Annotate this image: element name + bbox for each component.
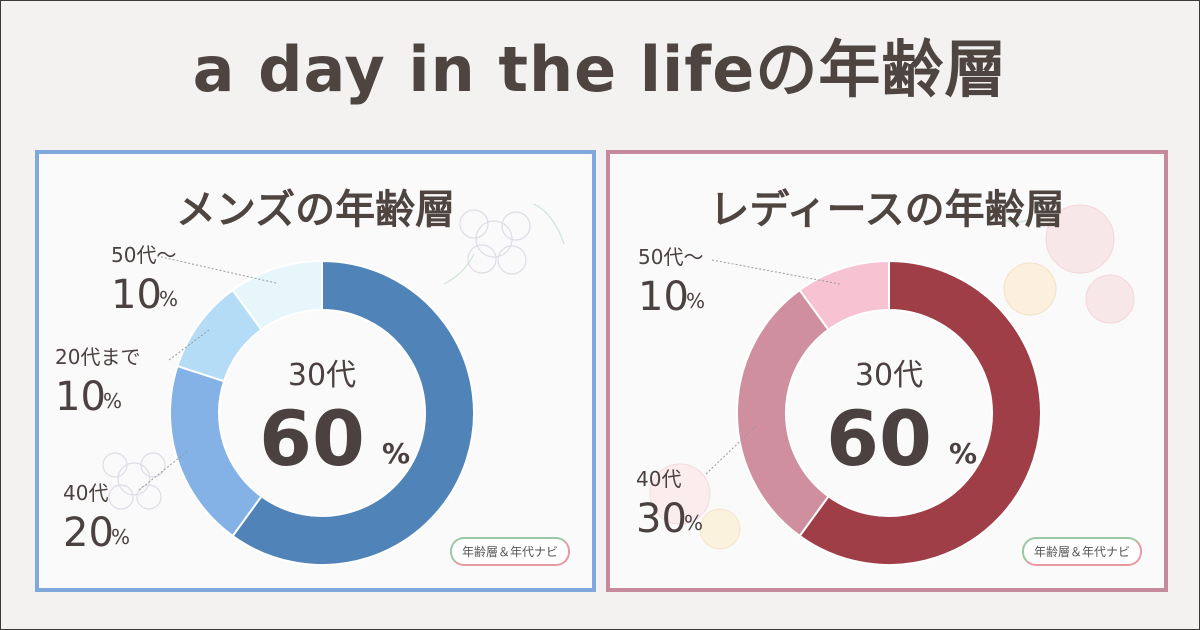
slice-percent-sign: % <box>111 525 130 549</box>
flower-decoration-icon <box>102 452 166 510</box>
slice-category-label: 20代まで <box>55 345 140 369</box>
site-credit-badge: 年齢層＆年代ナビ <box>1021 537 1142 566</box>
slice-percent-sign: % <box>686 289 705 313</box>
center-percent-sign: % <box>382 437 410 470</box>
center-category-label: 30代 <box>855 358 923 393</box>
slice-category-label: 50代～ <box>638 245 703 269</box>
center-category-label: 30代 <box>288 358 356 393</box>
slice-value-label: 20 <box>63 510 114 556</box>
leader-line <box>156 255 277 284</box>
donut-slice-1 <box>169 364 263 538</box>
page-title: a day in the lifeの年齢層 <box>192 33 1008 106</box>
slice-percent-sign: % <box>684 511 703 535</box>
donut-slice-0 <box>231 259 475 566</box>
leader-line <box>711 259 841 285</box>
rose-decoration-icon <box>649 463 741 550</box>
slice-percent-sign: % <box>103 389 122 413</box>
center-value-label: 60 <box>259 394 365 483</box>
slice-value-label: 10 <box>638 274 689 320</box>
donut-slice-2 <box>798 259 890 332</box>
leader-line <box>705 425 757 475</box>
slice-percent-sign: % <box>159 287 178 311</box>
center-percent-sign: % <box>949 437 977 470</box>
flower-decoration-icon <box>443 203 565 285</box>
mens-chart-title: メンズの年齢層 <box>175 187 456 233</box>
slice-category-label: 40代 <box>63 481 108 505</box>
center-value-label: 60 <box>826 394 932 483</box>
rose-decoration-icon <box>989 204 1135 324</box>
leader-line <box>138 449 190 491</box>
donut-slice-0 <box>798 259 1042 566</box>
site-credit-badge: 年齢層＆年代ナビ <box>449 537 570 566</box>
mens-panel: メンズの年齢層 30代 60% 50代～ 10% 20代まで 10% 40代 20% 年齢層＆… <box>35 150 596 592</box>
womens-panel: レディースの年齢層 30代 60% 50代～ 10% 40代 30% 年齢層＆年代ナビ <box>606 150 1168 592</box>
womens-chart-title: レディースの年齢層 <box>709 187 1065 233</box>
slice-category-label: 50代～ <box>111 243 176 267</box>
slice-category-label: 40代 <box>636 467 681 491</box>
donut-slice-1 <box>736 288 830 538</box>
slice-value-label: 10 <box>55 374 106 420</box>
slice-value-label: 10 <box>111 272 162 318</box>
slice-value-label: 30 <box>636 496 687 542</box>
leader-line <box>168 329 210 361</box>
